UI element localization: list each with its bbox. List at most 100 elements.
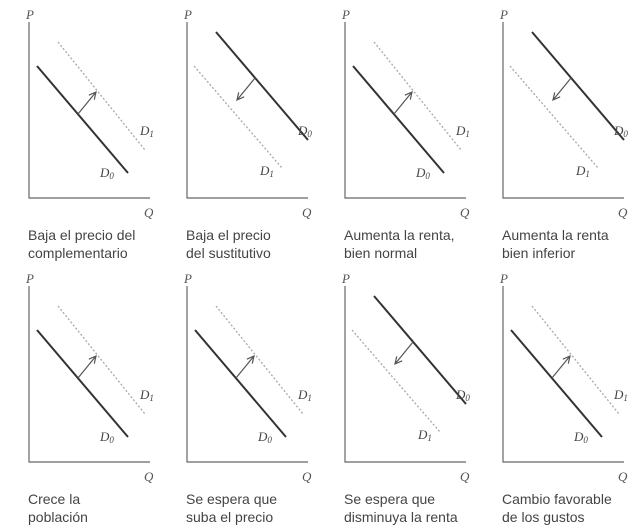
curve-label-d0: D0	[416, 165, 430, 181]
caption-line-1: Baja el precio del	[28, 227, 136, 243]
demand-graph	[186, 22, 309, 199]
shift-arrow	[393, 90, 413, 115]
caption-line-2: del sustitutivo	[186, 245, 271, 261]
demand-curve-d0	[36, 329, 129, 438]
panel-caption: Aumenta la renta bien inferior	[502, 226, 633, 262]
demand-graph	[344, 22, 466, 199]
quantity-axis-label: Q	[618, 469, 628, 484]
caption-line-2: suba el precio	[186, 509, 274, 525]
price-axis-label: P	[500, 271, 508, 286]
caption-line-1: Cambio favorable	[502, 491, 612, 507]
demand-panel-7: P Q D0 D1 Se espera que disminuya la renta	[316, 264, 474, 528]
price-axis-label: P	[342, 271, 350, 286]
axes	[502, 22, 624, 199]
demand-curve-d0	[194, 329, 287, 438]
demand-curve-d0	[510, 329, 603, 438]
curve-label-d1: D1	[260, 163, 274, 179]
demand-panel-1: P Q D0 D1 Baja el precio del complementario	[0, 0, 158, 264]
caption-line-1: Se espera que	[344, 491, 436, 507]
caption-line-2: bien inferior	[502, 245, 576, 261]
demand-curve-d1-dashed	[57, 305, 146, 415]
quantity-axis-label: Q	[302, 205, 312, 220]
price-axis-label: P	[184, 271, 192, 286]
demand-graph	[28, 22, 150, 199]
caption-line-1: Crece la	[28, 491, 81, 507]
quantity-axis-label: Q	[302, 469, 312, 484]
shift-arrow	[77, 354, 97, 379]
demand-graph	[502, 286, 624, 463]
curve-label-d1: D1	[614, 387, 628, 403]
demand-curve-d0	[215, 31, 309, 141]
curve-label-d1: D1	[418, 427, 432, 443]
demand-curve-d1-dashed	[509, 65, 599, 169]
quantity-axis-label: Q	[618, 205, 628, 220]
price-axis-label: P	[26, 7, 34, 22]
curve-label-d0: D0	[298, 123, 312, 139]
price-axis-label: P	[184, 7, 192, 22]
curve-label-d1: D1	[576, 163, 590, 179]
demand-graph	[28, 286, 150, 463]
caption-line-2: de los gustos	[502, 509, 585, 525]
axes	[186, 286, 308, 463]
demand-curve-d0	[352, 65, 445, 174]
quantity-axis-label: Q	[460, 205, 470, 220]
caption-line-1: Se espera que	[186, 491, 278, 507]
quantity-axis-label: Q	[144, 469, 154, 484]
demand-panel-3: P Q D0 D1 Aumenta la renta, bien normal	[316, 0, 474, 264]
caption-line-2: disminuya la renta	[344, 509, 458, 525]
quantity-axis-label: Q	[460, 469, 470, 484]
demand-curve-d0	[373, 295, 467, 405]
quantity-axis-label: Q	[144, 205, 154, 220]
demand-curve-d1-dashed	[351, 329, 441, 433]
caption-line-1: Aumenta la renta,	[344, 227, 455, 243]
demand-panel-5: P Q D0 D1 Crece la población	[0, 264, 158, 528]
demand-panel-2: P Q D0 D1 Baja el precio del sustitutivo	[158, 0, 316, 264]
demand-curve-d1-dashed	[215, 305, 304, 415]
shift-arrow	[551, 354, 571, 379]
demand-curve-d1-dashed	[531, 305, 620, 415]
demand-panel-4: P Q D0 D1 Aumenta la renta bien inferior	[474, 0, 632, 264]
demand-curve-d0	[531, 31, 625, 141]
shift-arrow	[236, 77, 256, 102]
demand-panel-6: P Q D0 D1 Se espera que suba el precio	[158, 264, 316, 528]
axes	[186, 22, 308, 199]
panel-caption: Crece la población	[28, 490, 178, 526]
curve-label-d1: D1	[456, 123, 470, 139]
demand-curve-d1-dashed	[57, 41, 146, 151]
axes	[502, 286, 624, 463]
axes	[28, 286, 150, 463]
caption-line-1: Aumenta la renta	[502, 227, 609, 243]
axes	[344, 286, 466, 463]
axes	[28, 22, 150, 199]
demand-graph	[186, 286, 308, 463]
panel-caption: Baja el precio del complementario	[28, 226, 178, 262]
panel-caption: Se espera que disminuya la renta	[344, 490, 494, 526]
panel-caption: Cambio favorable de los gustos	[502, 490, 633, 526]
demand-graph	[502, 22, 625, 199]
shift-arrow	[552, 77, 572, 102]
demand-curve-d1-dashed	[193, 65, 283, 169]
curve-label-d1: D1	[140, 123, 154, 139]
curve-label-d1: D1	[298, 387, 312, 403]
demand-panel-8: P Q D0 D1 Cambio favorable de los gustos	[474, 264, 632, 528]
shift-arrow	[394, 341, 414, 366]
price-axis-label: P	[500, 7, 508, 22]
shift-arrow	[77, 90, 97, 115]
panel-caption: Se espera que suba el precio	[186, 490, 336, 526]
price-axis-label: P	[342, 7, 350, 22]
curve-label-d0: D0	[258, 429, 272, 445]
caption-line-2: población	[28, 509, 88, 525]
price-axis-label: P	[26, 271, 34, 286]
curve-label-d1: D1	[140, 387, 154, 403]
shift-arrow	[235, 354, 255, 379]
curve-label-d0: D0	[100, 429, 114, 445]
panel-caption: Aumenta la renta, bien normal	[344, 226, 494, 262]
caption-line-1: Baja el precio	[186, 227, 271, 243]
demand-curve-d1-dashed	[373, 41, 462, 151]
demand-graph	[344, 286, 467, 463]
caption-line-2: complementario	[28, 245, 128, 261]
curve-label-d0: D0	[614, 123, 628, 139]
curve-label-d0: D0	[456, 387, 470, 403]
curve-label-d0: D0	[100, 165, 114, 181]
axes	[344, 22, 466, 199]
